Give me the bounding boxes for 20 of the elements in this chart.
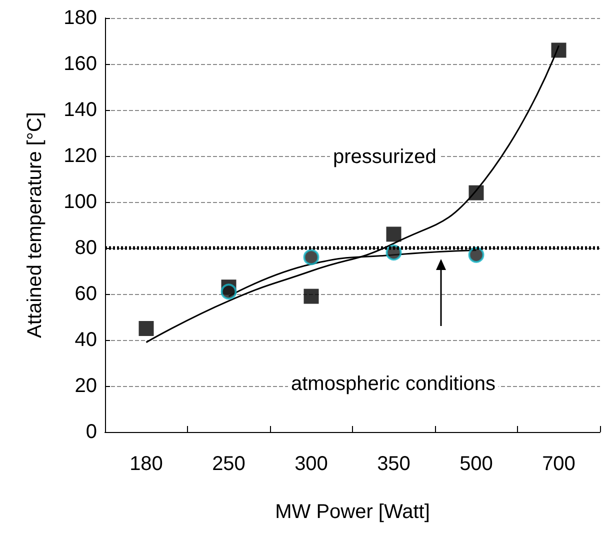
x-tick-label: 700 xyxy=(542,453,576,475)
y-axis-title: Attained temperature [°C] xyxy=(24,112,46,338)
y-tick-label: 180 xyxy=(64,7,97,29)
y-tick-label: 0 xyxy=(86,421,97,443)
y-tick-label: 160 xyxy=(64,53,97,75)
x-tick-label: 300 xyxy=(294,453,328,475)
x-tick-label: 500 xyxy=(460,453,493,475)
x-axis-title: MW Power [Watt] xyxy=(275,501,430,523)
annotation: atmospheric conditions xyxy=(291,373,496,395)
y-tick-label: 80 xyxy=(74,237,97,259)
y-tick-label: 100 xyxy=(64,191,97,213)
y-tick-label: 40 xyxy=(74,329,97,351)
x-tick-label: 350 xyxy=(377,453,410,475)
x-tick-label: 180 xyxy=(130,453,163,475)
y-tick-label: 120 xyxy=(64,145,97,167)
x-tick-label: 250 xyxy=(212,453,246,475)
annotation: pressurized xyxy=(333,146,436,168)
y-tick-label: 60 xyxy=(74,283,97,305)
y-tick-label: 140 xyxy=(64,99,97,121)
y-tick-label: 20 xyxy=(74,375,97,397)
